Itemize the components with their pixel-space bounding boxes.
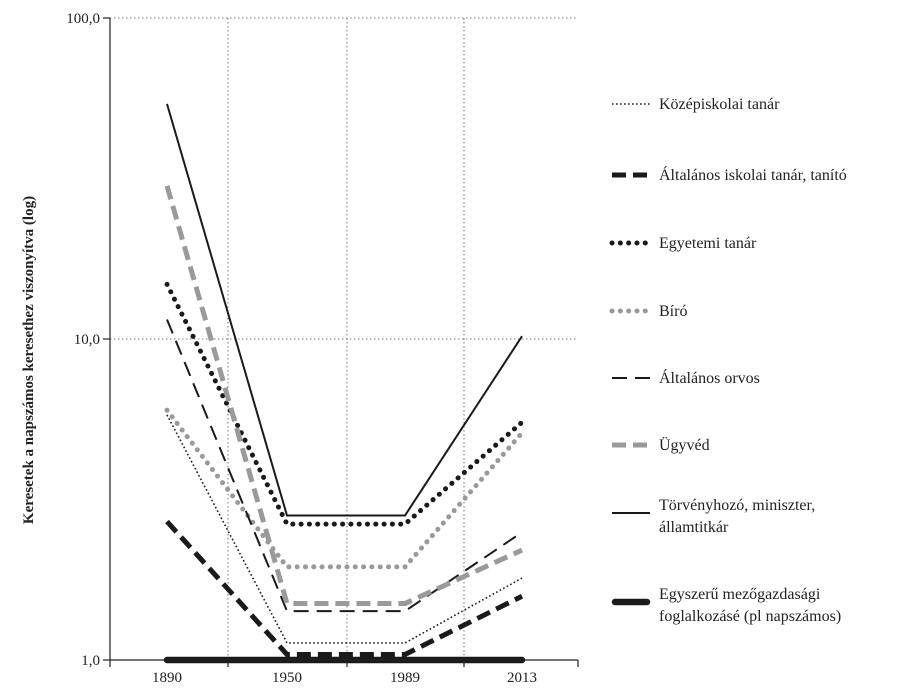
legend-label: Törvényhozó, miniszter, — [659, 497, 815, 514]
x-tick-label: 2013 — [507, 670, 537, 686]
legend-label: államtitkár — [659, 519, 729, 536]
grid-lines — [110, 17, 578, 660]
series-line-egyetemi-tanar — [164, 281, 525, 527]
y-axis-title: Keresetek a napszámos keresethez viszony… — [21, 196, 37, 524]
legend-label: Középiskolai tanár — [659, 96, 780, 113]
legend-label: Általános orvos — [659, 368, 760, 387]
series-line-altalanos-iskolai-tanar-tanito — [165, 519, 524, 657]
y-tick-label: 100,0 — [66, 11, 100, 27]
series-line-kozepiskolai-tanar — [166, 414, 523, 644]
series-line-biro — [164, 407, 525, 570]
legend-label: Ügyvéd — [659, 436, 710, 454]
legend-label: Általános iskolai tanár, tanító — [659, 165, 847, 184]
x-tick-label: 1890 — [152, 670, 182, 686]
tick-labels: 1,0 10,0 100,0 1890 1950 1989 2013 — [66, 11, 537, 686]
y-tick-label: 1,0 — [81, 653, 100, 669]
series-line-ugyved — [164, 185, 524, 606]
series-line-torvenyhozo-miniszter-allamtitkar — [166, 103, 523, 517]
legend-label: Egyetemi tanár — [659, 235, 757, 252]
axes — [103, 17, 579, 667]
legend: Középiskolai tanár Általános iskolai taná… — [609, 96, 847, 625]
legend-label: Bíró — [659, 303, 687, 320]
x-tick-label: 1989 — [390, 670, 420, 686]
x-tick-label: 1950 — [272, 670, 302, 686]
legend-label: Egyszerű mezőgazdasági — [659, 586, 821, 603]
series-lines — [163, 103, 526, 664]
legend-label: foglalkozásé (pl napszámos) — [659, 608, 841, 625]
series-line-altalanos-orvos — [166, 319, 523, 613]
y-tick-label: 10,0 — [74, 332, 100, 348]
